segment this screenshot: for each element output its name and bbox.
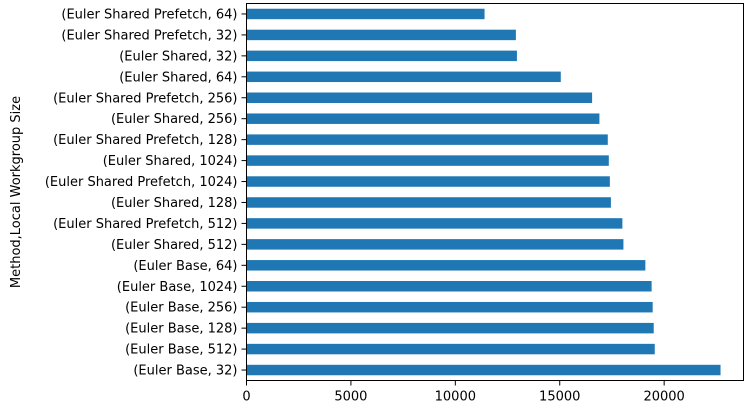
- bar: [246, 322, 654, 334]
- bars: [246, 8, 721, 376]
- y-tick-label: (Euler Shared Prefetch, 1024): [45, 175, 238, 190]
- x-axis-ticks: 0 5000 10000 15000 20000: [242, 380, 685, 405]
- y-tick-label: (Euler Shared Prefetch, 256): [53, 91, 237, 106]
- bar: [246, 301, 653, 313]
- y-tick-label: (Euler Shared Prefetch, 32): [61, 28, 237, 43]
- bar: [246, 92, 593, 103]
- y-tick-label: (Euler Shared, 128): [111, 196, 238, 211]
- x-tick-label: 5000: [334, 390, 367, 405]
- bar: [246, 134, 608, 145]
- y-tick-label: (Euler Base, 32): [133, 364, 237, 379]
- y-tick-label: (Euler Shared, 1024): [103, 154, 238, 169]
- y-tick-label: (Euler Shared Prefetch, 128): [53, 133, 237, 148]
- bar: [246, 50, 517, 62]
- y-tick-label: (Euler Base, 1024): [117, 280, 238, 295]
- y-tick-label: (Euler Shared, 256): [111, 112, 238, 127]
- y-tick-label: (Euler Base, 256): [125, 301, 237, 316]
- bar: [246, 71, 561, 83]
- x-tick-label: 10000: [435, 390, 476, 405]
- bar: [246, 8, 485, 20]
- x-tick-label: 15000: [539, 390, 580, 405]
- y-tick-label: (Euler Shared Prefetch, 512): [53, 217, 237, 232]
- bar: [246, 197, 611, 208]
- bar: [246, 155, 609, 166]
- x-tick-label: 0: [242, 390, 250, 405]
- y-tick-label: (Euler Base, 128): [125, 322, 237, 337]
- bar: [246, 364, 721, 376]
- bar: [246, 260, 646, 271]
- y-axis-ticks: (Euler Shared Prefetch, 64) (Euler Shared…: [45, 8, 247, 379]
- y-tick-label: (Euler Shared, 512): [111, 238, 238, 253]
- bar: [246, 218, 623, 229]
- bar: [246, 239, 624, 250]
- y-tick-label: (Euler Shared, 32): [119, 49, 237, 64]
- x-tick-label: 20000: [643, 390, 684, 405]
- bar: [246, 176, 610, 187]
- y-tick-label: (Euler Shared, 64): [119, 70, 237, 85]
- y-tick-label: (Euler Base, 64): [133, 259, 237, 274]
- axes-frame: [246, 3, 744, 381]
- y-axis-title: Method,Local Workgroup Size: [9, 96, 24, 288]
- bar: [246, 281, 652, 292]
- y-tick-label: (Euler Base, 512): [125, 343, 237, 358]
- bar: [246, 113, 600, 124]
- y-tick-label: (Euler Shared Prefetch, 64): [61, 8, 237, 23]
- bar: [246, 29, 516, 41]
- bar: [246, 343, 655, 355]
